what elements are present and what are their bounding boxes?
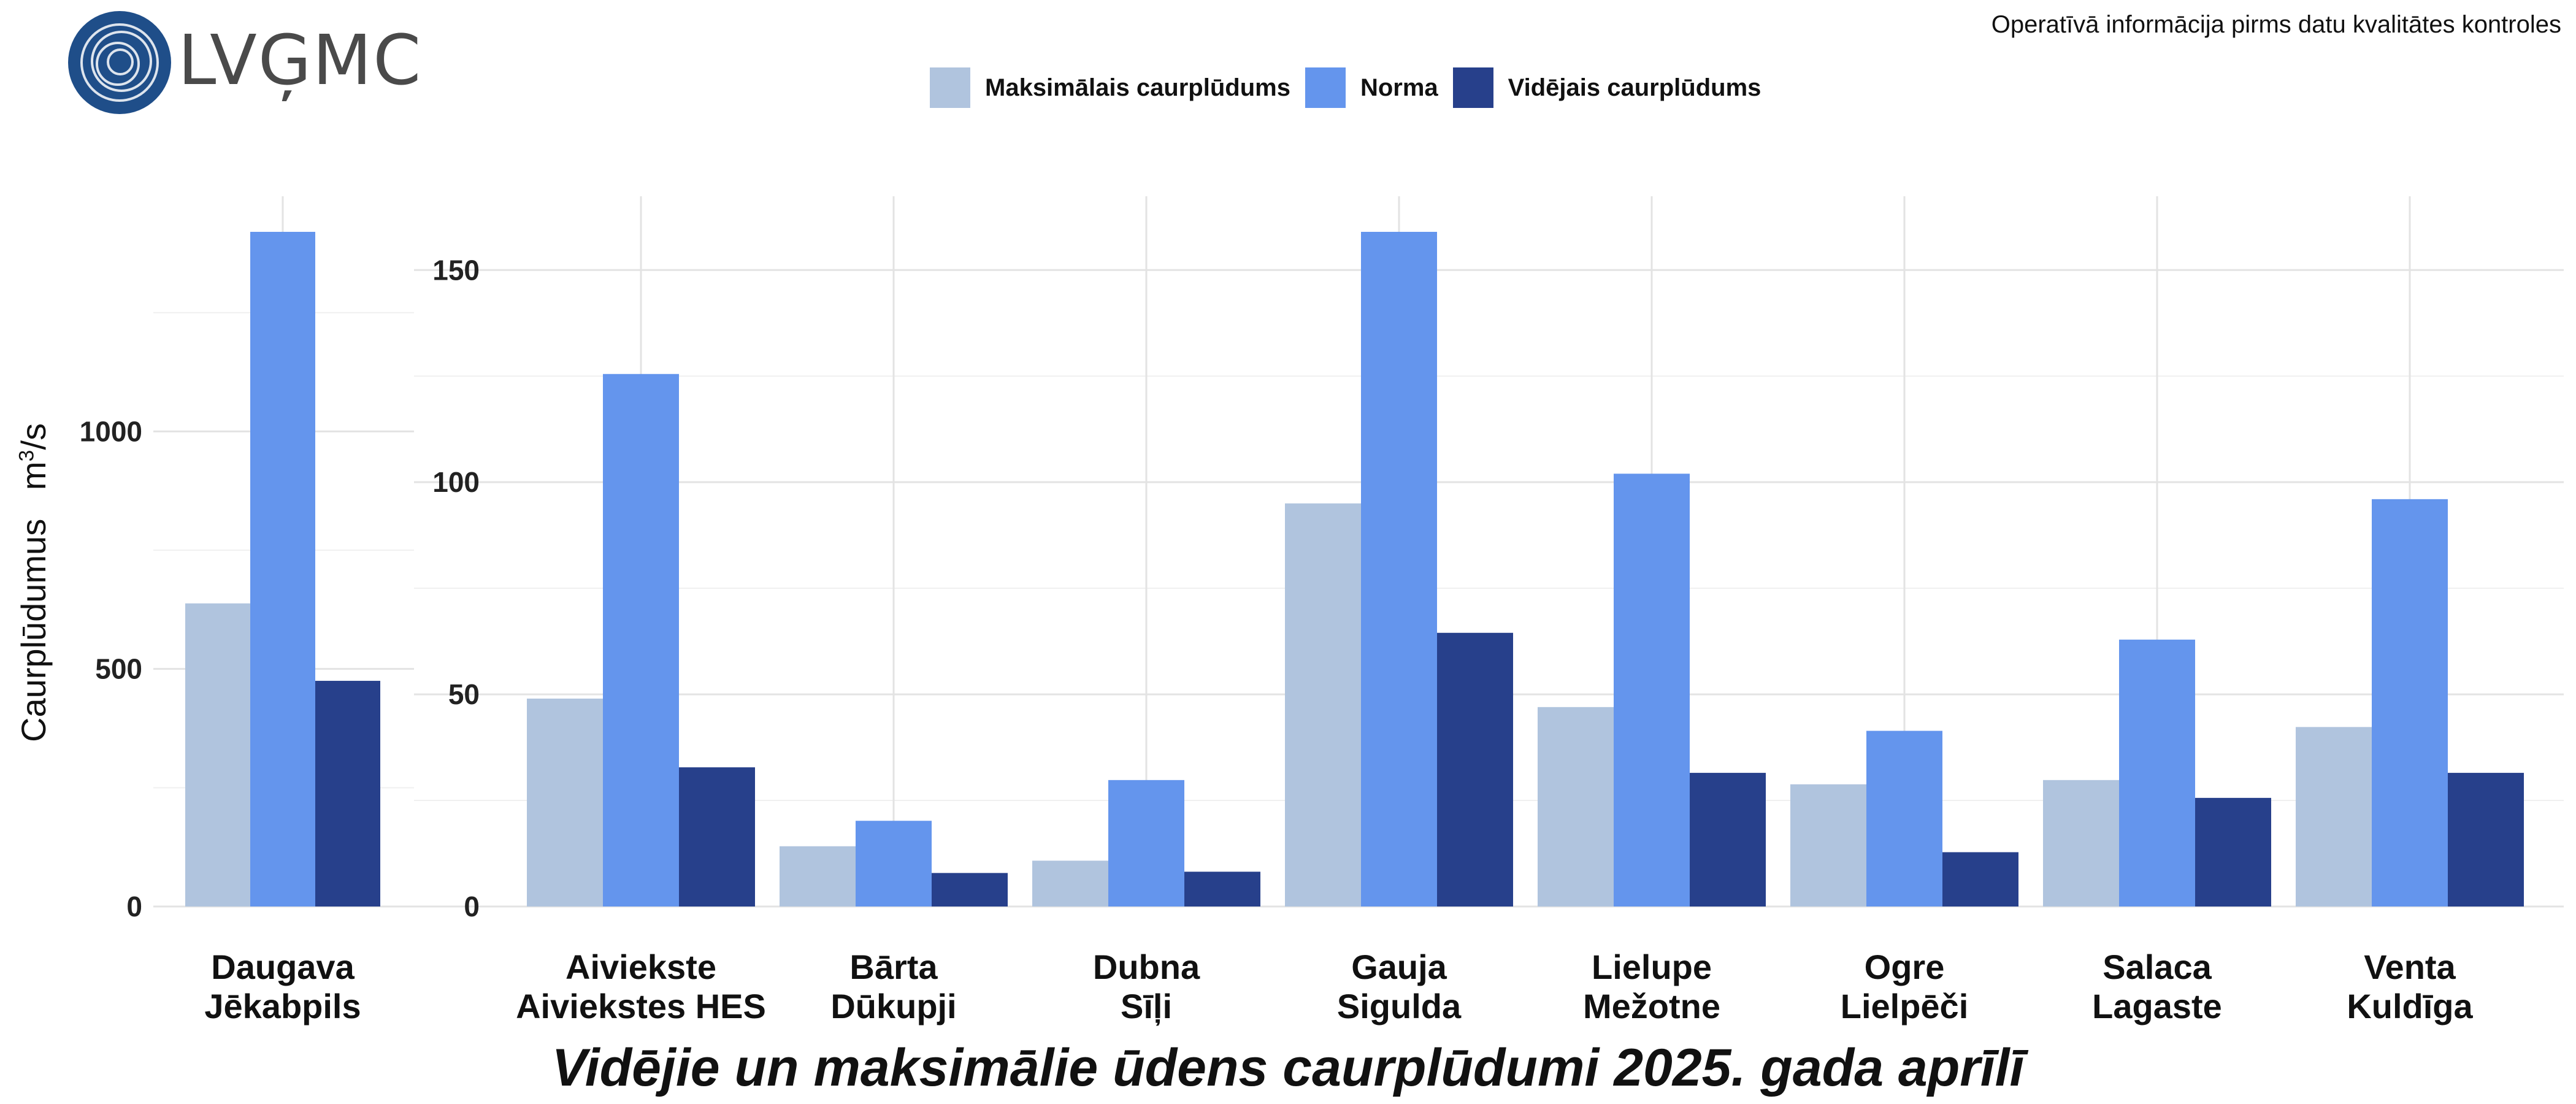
- legend-label-max: Maksimālais caurplūdums: [985, 74, 1290, 101]
- category-label-station: Lielpēči: [1841, 987, 1969, 1025]
- bar-max-aiviekste: [527, 699, 603, 907]
- category-label-station: Aiviekstes HES: [516, 987, 766, 1025]
- bar-max-ogre: [1790, 784, 1866, 907]
- legend-item-norm: Norma: [1305, 67, 1438, 108]
- bar-avg-ogre: [1942, 852, 2018, 907]
- y-tick-label: 50: [448, 678, 480, 710]
- bar-max-lielupe: [1538, 707, 1614, 907]
- bar-avg-aiviekste: [679, 767, 755, 907]
- legend-swatch-max: [930, 67, 970, 108]
- bar-norm-gauja: [1361, 232, 1437, 907]
- bar-avg-gauja: [1437, 632, 1513, 907]
- bar-norm-salaca: [2119, 639, 2195, 907]
- legend-swatch-norm: [1305, 67, 1346, 108]
- category-label-river: Dubna: [1093, 948, 1200, 986]
- bar-norm-ogre: [1866, 730, 1942, 907]
- chart-legend: Maksimālais caurplūdums Norma Vidējais c…: [930, 66, 1776, 109]
- category-label-river: Aiviekste: [565, 948, 716, 986]
- legend-item-max: Maksimālais caurplūdums: [930, 67, 1290, 108]
- bar-norm-aiviekste: [603, 374, 679, 907]
- category-label-station: Kuldīga: [2347, 987, 2473, 1025]
- bar-avg-salaca: [2195, 797, 2271, 907]
- bar-max-bārta: [780, 846, 856, 907]
- globe-icon: [68, 11, 171, 114]
- y-tick-label: 150: [432, 254, 480, 286]
- y-tick-label: 500: [95, 653, 142, 685]
- bar-norm-lielupe: [1614, 473, 1690, 907]
- category-label-station: Sīļi: [1121, 987, 1172, 1026]
- y-tick-label: 0: [464, 891, 480, 922]
- y-tick-label: 100: [432, 466, 480, 498]
- category-label-station: Lagaste: [2092, 987, 2222, 1025]
- bar-norm-dubna: [1108, 780, 1184, 907]
- bar-max-venta: [2296, 727, 2372, 907]
- bar-norm-daugava: [250, 232, 315, 907]
- category-label-station: Dūkupji: [830, 987, 956, 1025]
- category-label-river: Lielupe: [1592, 948, 1712, 986]
- logo-text: LVĢMC: [178, 21, 423, 101]
- bar-max-daugava: [185, 603, 250, 907]
- bar-norm-venta: [2372, 499, 2448, 907]
- bar-avg-dubna: [1184, 872, 1260, 907]
- category-label-river: Venta: [2364, 948, 2456, 986]
- y-tick-label: 1000: [80, 415, 142, 447]
- data-quality-notice: Operatīvā informācija pirms datu kvalitā…: [1991, 11, 2561, 38]
- category-label-river: Ogre: [1865, 948, 1945, 986]
- bar-max-dubna: [1032, 861, 1108, 907]
- bar-max-gauja: [1285, 503, 1361, 907]
- category-label-river: Bārta: [849, 948, 938, 986]
- y-tick-label: 0: [126, 891, 142, 922]
- category-label-river: Salaca: [2103, 948, 2212, 986]
- bar-avg-daugava: [315, 681, 380, 907]
- legend-item-avg: Vidējais caurplūdums: [1452, 67, 1761, 108]
- legend-label-norm: Norma: [1360, 74, 1438, 101]
- legend-label-avg: Vidējais caurplūdums: [1508, 74, 1761, 101]
- category-label-river: Daugava: [211, 948, 355, 986]
- category-label-station: Mežotne: [1583, 987, 1720, 1025]
- bar-avg-venta: [2448, 773, 2524, 907]
- bar-avg-lielupe: [1690, 773, 1766, 907]
- chart-title: Vidējie un maksimālie ūdens caurplūdumi …: [551, 1038, 2025, 1097]
- lvgmc-logo: LVĢMC: [67, 9, 421, 117]
- bar-max-salaca: [2043, 780, 2119, 907]
- category-label-river: Gauja: [1351, 948, 1447, 986]
- bar-norm-bārta: [856, 821, 932, 907]
- category-label-station: Sigulda: [1337, 987, 1462, 1025]
- bar-avg-bārta: [932, 873, 1008, 907]
- category-label-station: Jēkabpils: [204, 987, 361, 1025]
- legend-swatch-avg: [1452, 67, 1493, 108]
